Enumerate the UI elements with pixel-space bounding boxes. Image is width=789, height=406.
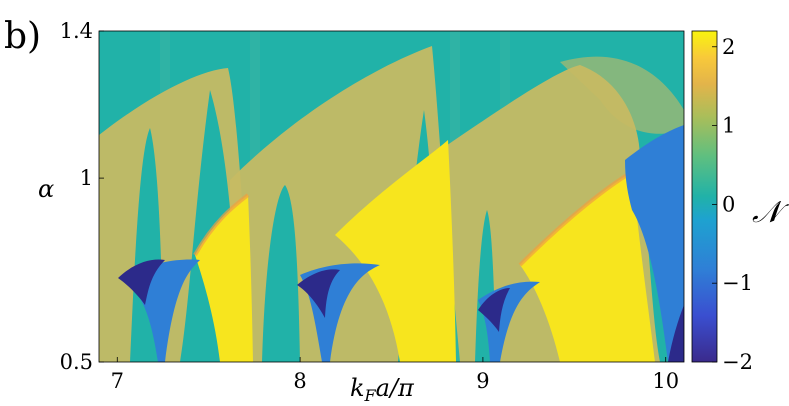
region-value-2	[520, 172, 655, 362]
x-axis-title: kFa/π	[350, 374, 415, 405]
colorbar-tick-label: −1	[722, 271, 753, 295]
colorbar-tick-label: 2	[722, 35, 735, 59]
region-value-minus2	[297, 269, 340, 318]
region-value-minus2	[668, 305, 684, 362]
x-axis-ticks: 7 8 9 10	[111, 357, 679, 393]
x-tick-label: 9	[476, 369, 489, 393]
y-axis-ticks: 0.5 1 1.4	[60, 19, 104, 374]
colorbar-tick-label: 1	[722, 114, 735, 138]
colorbar	[691, 30, 718, 363]
region-edge	[518, 170, 634, 267]
x-tick-label: 7	[111, 369, 124, 393]
y-tick-label: 1.4	[60, 19, 93, 43]
colorbar-ticks: −2 −1 0 1 2	[712, 35, 753, 374]
region-value-minus2	[118, 259, 165, 305]
region-value-2	[195, 195, 253, 362]
colorbar-tick-label: −2	[722, 350, 753, 374]
region-value-2	[335, 140, 456, 362]
plot-frame	[98, 30, 685, 363]
region-value-0	[262, 185, 300, 362]
region-value-minus1	[625, 125, 684, 362]
panel-label: b)	[4, 16, 41, 57]
colorbar-tick-label: 0	[722, 192, 735, 216]
y-tick-label: 1	[80, 166, 93, 190]
region-value-1	[560, 56, 684, 134]
x-tick-label: 8	[293, 369, 306, 393]
heatmap	[99, 31, 684, 362]
colorbar-title: 𝒩	[752, 195, 789, 230]
region-edge	[193, 193, 250, 256]
y-tick-label: 0.5	[60, 350, 93, 374]
y-axis-title: α	[38, 175, 54, 203]
region-value-minus2	[478, 288, 510, 332]
x-tick-label: 10	[652, 369, 679, 393]
